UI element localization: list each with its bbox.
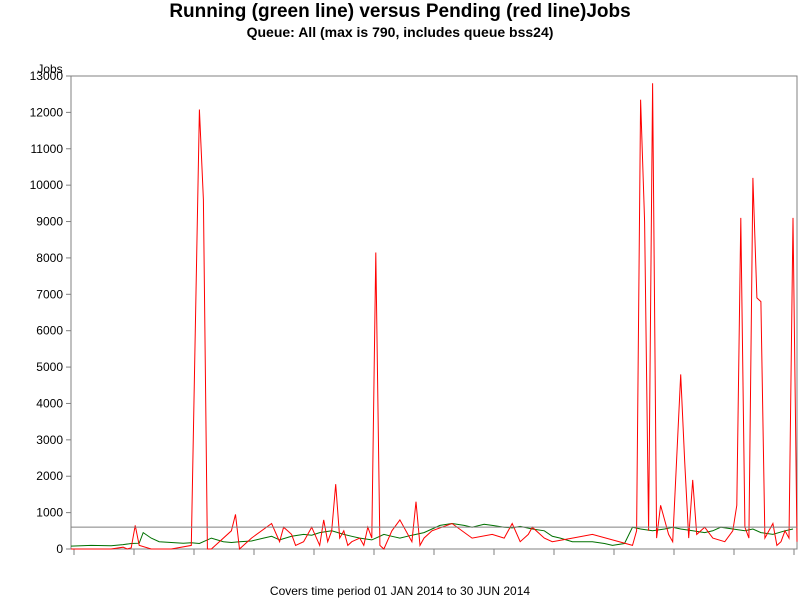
footnote: Covers time period 01 JAN 2014 to 30 JUN… — [270, 584, 530, 598]
series-line-pending — [71, 83, 798, 551]
y-tick-label: 9000 — [36, 215, 63, 229]
y-tick-label: 10000 — [30, 178, 64, 192]
y-axis: 0 1000 2000 3000 4000 5000 6000 7000 8000 9000 100… — [30, 69, 71, 556]
y-tick-label: 3000 — [36, 433, 63, 447]
y-tick-label: 5000 — [36, 360, 63, 374]
plot-area — [70, 75, 798, 550]
chart-subtitle: Queue: All (max is 790, includes queue b… — [247, 24, 554, 40]
y-tick-label: 7000 — [36, 287, 63, 301]
y-tick-label: 6000 — [36, 324, 63, 338]
y-tick-label: 13000 — [30, 69, 64, 83]
y-tick-label: 8000 — [36, 251, 63, 265]
y-axis-label: Jobs — [37, 62, 62, 76]
x-axis — [73, 549, 795, 555]
series-layer — [70, 83, 798, 551]
y-tick-label: 12000 — [30, 105, 64, 119]
y-tick-label: 11000 — [31, 142, 64, 156]
y-tick-label: 1000 — [36, 506, 63, 520]
y-tick-label: 0 — [56, 542, 63, 556]
chart-title: Running (green line) versus Pending (red… — [169, 1, 630, 22]
y-tick-label: 4000 — [36, 396, 63, 410]
y-tick-label: 2000 — [36, 469, 63, 483]
